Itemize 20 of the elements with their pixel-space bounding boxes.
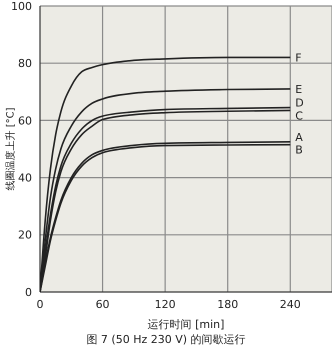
y-axis-title: 线圈温度上升 [°C] (4, 107, 17, 190)
x-tick-label: 0 (36, 298, 44, 311)
series-label: D (295, 96, 304, 110)
x-tick-label: 60 (96, 298, 110, 311)
x-axis-title: 运行时间 [min] (148, 318, 224, 331)
y-tick-label: 100 (11, 0, 32, 13)
y-tick-label: 40 (18, 172, 32, 185)
y-tick-label: 80 (18, 57, 32, 70)
y-tick-label: 0 (25, 286, 32, 299)
series-label: A (295, 130, 304, 144)
series-label: B (295, 144, 303, 157)
y-tick-label: 60 (18, 114, 32, 128)
x-tick-label: 180 (217, 298, 238, 311)
x-tick-label: 240 (280, 298, 301, 311)
x-tick-label: 120 (154, 298, 176, 311)
series-label: E (295, 82, 302, 96)
caption: 图 7 (50 Hz 230 V) 的间歇运行 (85, 332, 247, 347)
y-tick-label: 20 (18, 228, 32, 242)
series-label: F (295, 51, 302, 64)
series-label: C (295, 109, 304, 122)
